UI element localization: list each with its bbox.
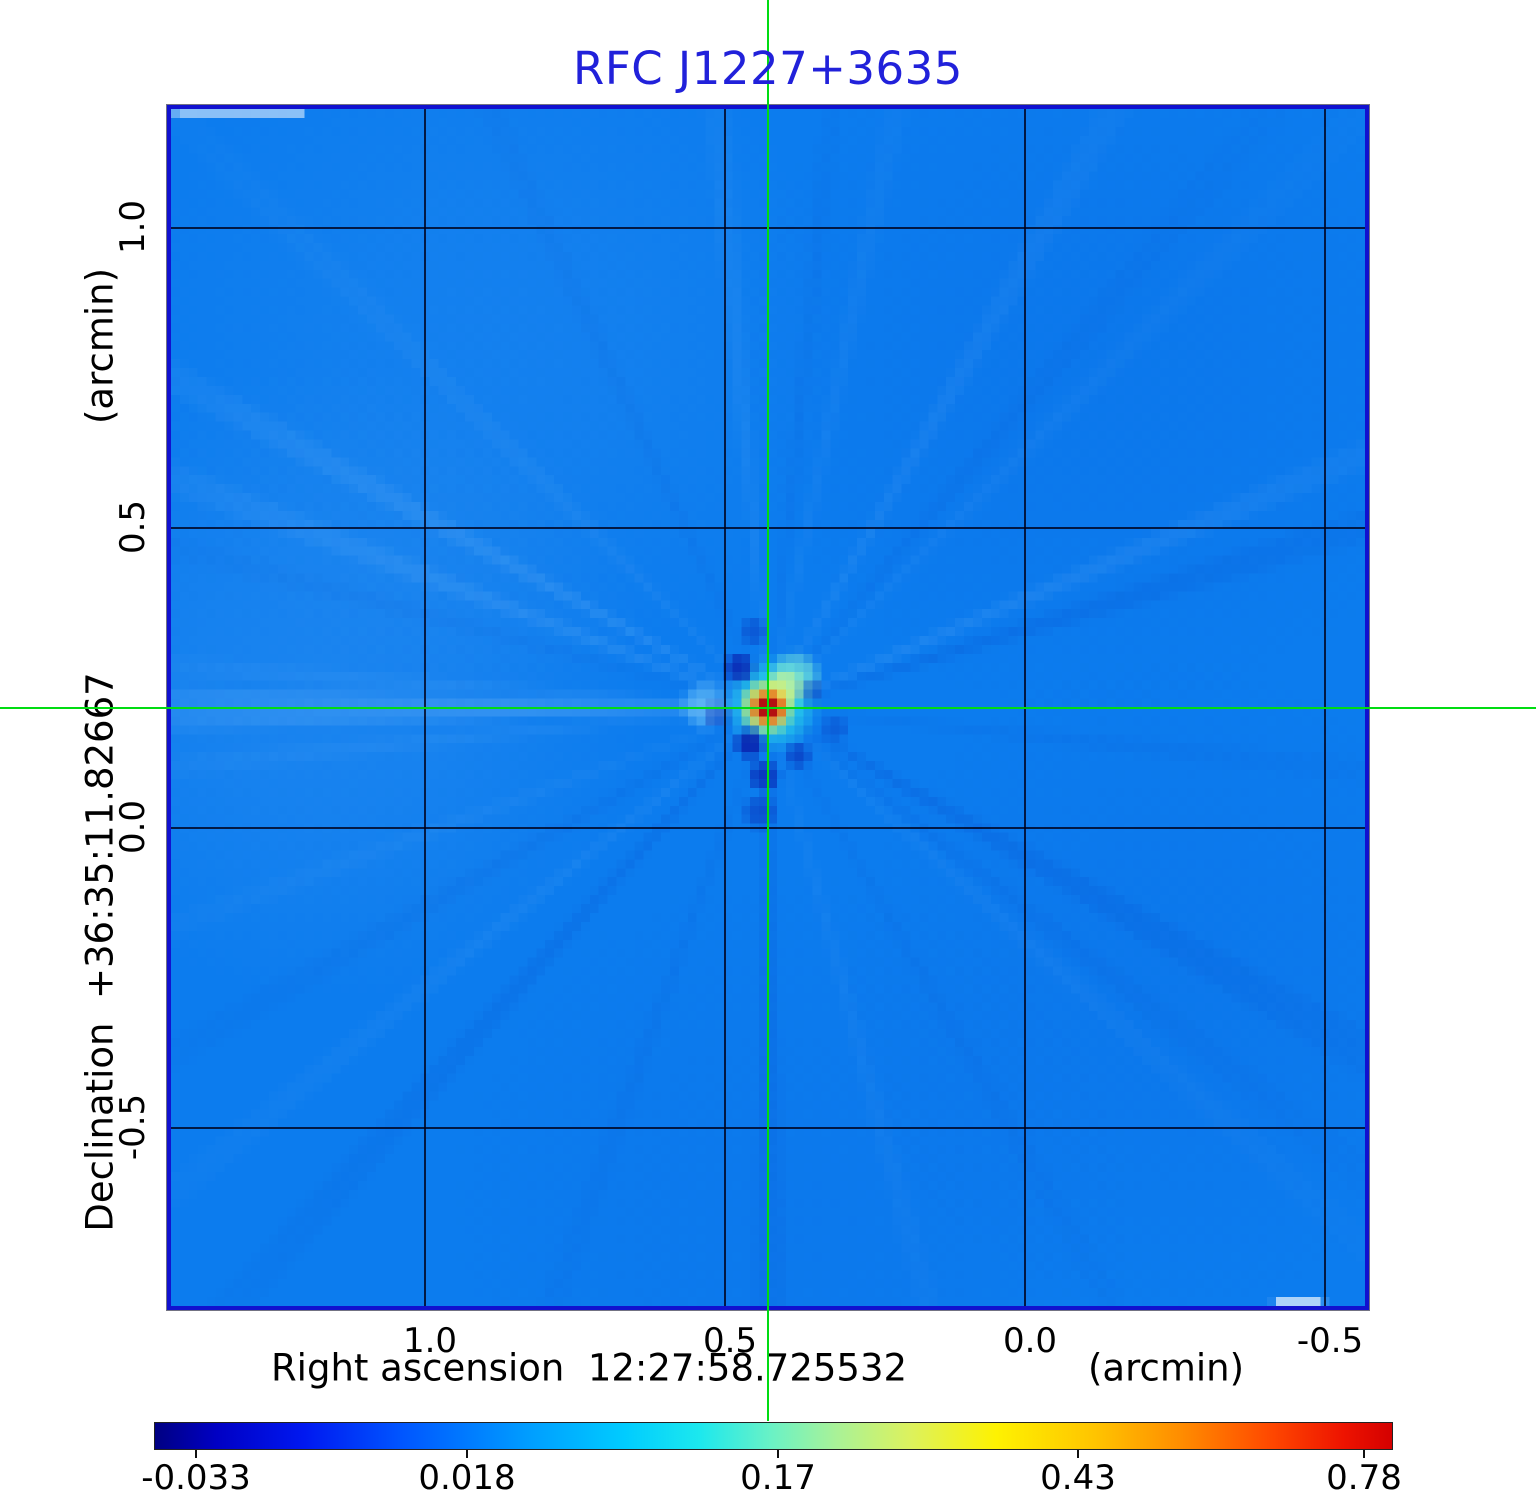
- x-tick-label-4: -0.5: [1296, 1321, 1364, 1361]
- x-axis-unit-label: (arcmin): [1087, 1346, 1245, 1390]
- colorbar-tick-3: [777, 1450, 779, 1458]
- y-tick-label-1: 1.0: [113, 199, 153, 255]
- colorbar-tick-1: [195, 1450, 197, 1458]
- colorbar-tick-4: [1077, 1450, 1079, 1458]
- x-tick-label-2: 0.5: [702, 1321, 758, 1361]
- x-tick-label-1: 1.0: [402, 1321, 458, 1361]
- page-title: RFC J1227+3635: [573, 42, 963, 95]
- y-tick-label-2: 0.5: [113, 499, 153, 555]
- colorbar-label-1: -0.033: [141, 1458, 251, 1498]
- colorbar-tick-2: [466, 1450, 468, 1458]
- colorbar-label-4: 0.43: [1040, 1458, 1116, 1498]
- colorbar: [154, 1422, 1393, 1450]
- x-axis-label: Right ascension 12:27:58.725532: [270, 1346, 908, 1390]
- colorbar-label-3: 0.17: [740, 1458, 816, 1498]
- crosshair-vertical: [766, 0, 769, 1421]
- y-axis-unit-label: (arcmin): [78, 267, 122, 425]
- colorbar-label-5: 0.78: [1326, 1458, 1402, 1498]
- crosshair-horizontal: [0, 706, 1536, 709]
- y-axis-label: Declination +36:35:11.82667: [78, 672, 122, 1232]
- x-tick-label-3: 0.0: [1002, 1321, 1058, 1361]
- colorbar-label-2: 0.018: [418, 1458, 516, 1498]
- colorbar-tick-5: [1363, 1450, 1365, 1458]
